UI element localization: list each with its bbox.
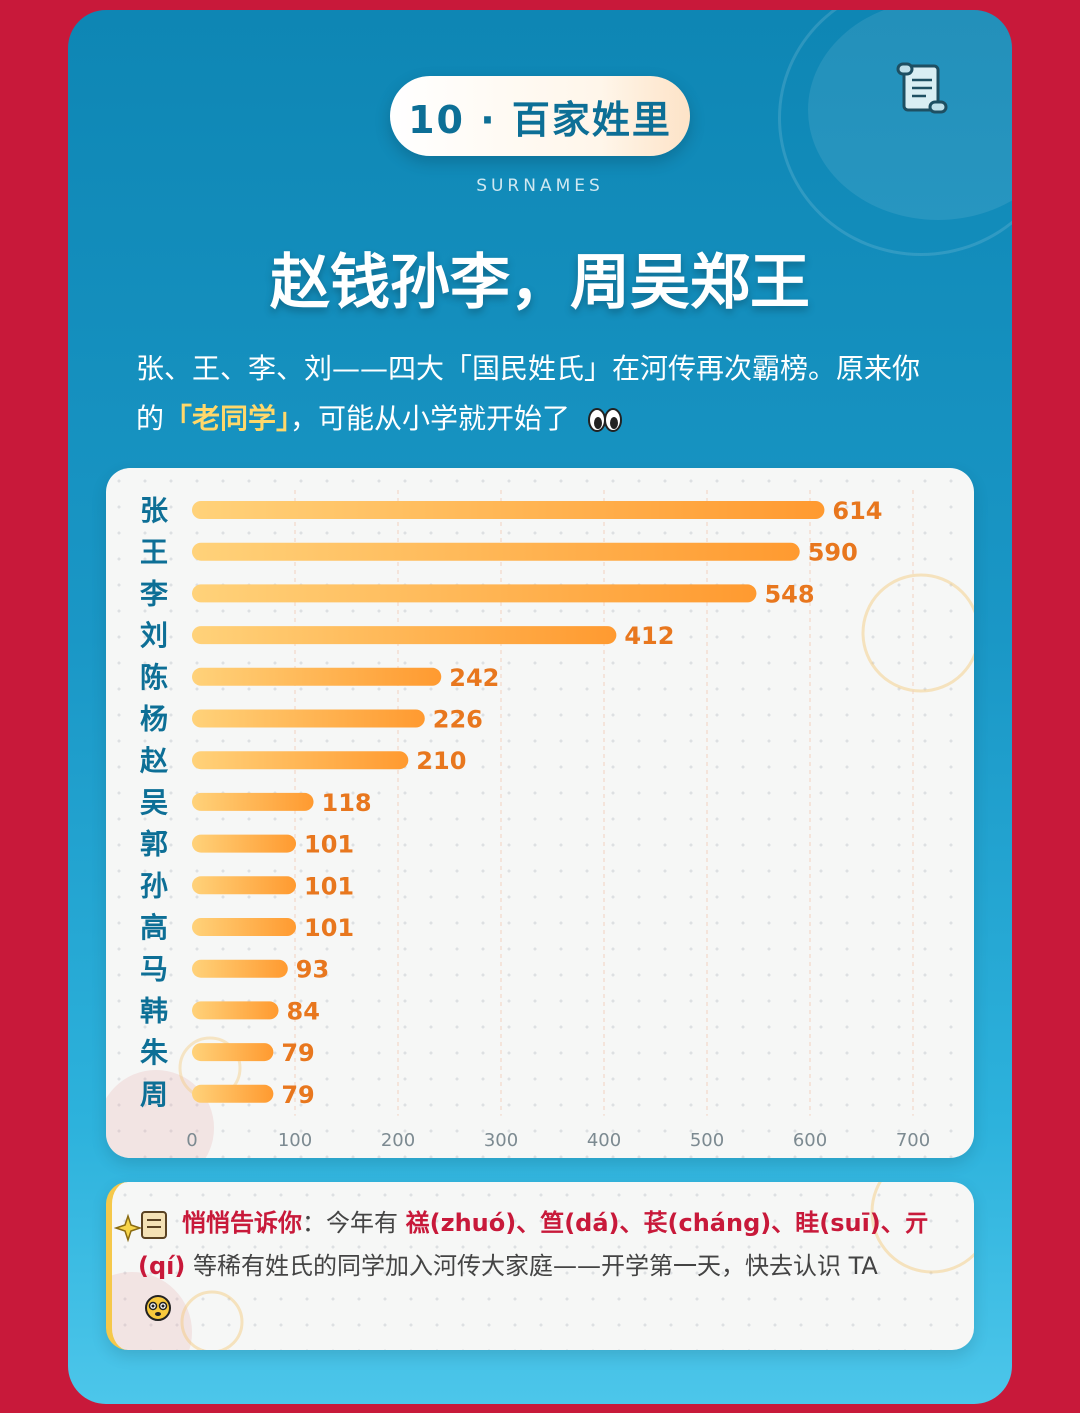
intro-highlight: 「老同学」 xyxy=(164,402,291,435)
category-label: 周 xyxy=(140,1078,168,1111)
category-label: 刘 xyxy=(140,619,168,652)
category-label: 赵 xyxy=(139,744,168,777)
tip-title: 悄悄告诉你 xyxy=(182,1209,302,1237)
bar xyxy=(192,918,297,936)
intro-text-after: ，可能从小学就开始了 xyxy=(290,402,571,435)
scroll-icon xyxy=(896,62,948,114)
bar xyxy=(192,709,425,728)
category-label: 韩 xyxy=(140,994,168,1027)
sparkles-icon xyxy=(114,1211,167,1243)
category-label: 王 xyxy=(140,536,168,569)
value-label: 590 xyxy=(808,539,858,567)
value-label: 614 xyxy=(832,497,882,525)
bar xyxy=(192,667,442,686)
category-label: 吴 xyxy=(140,786,168,819)
value-label: 79 xyxy=(281,1081,314,1109)
category-label: 高 xyxy=(140,911,168,944)
category-label: 李 xyxy=(140,577,168,610)
x-tick-label: 400 xyxy=(587,1130,621,1151)
category-label: 孙 xyxy=(140,869,168,902)
section-badge: 10 · 百家姓里 xyxy=(390,76,690,156)
bar xyxy=(192,584,757,603)
x-tick-label: 100 xyxy=(278,1130,312,1151)
bar xyxy=(192,751,409,770)
category-label: 朱 xyxy=(140,1036,169,1069)
intro-text-before: 张、王、李、刘——四大「国民姓氏」在河传再次霸榜。原来你的 xyxy=(136,352,921,435)
main-card: 10 · 百家姓里 SURNAMES 赵钱孙李，周吴郑王 张、王、李、刘——四大… xyxy=(68,10,1012,1404)
bar xyxy=(192,1043,274,1062)
value-label: 101 xyxy=(304,831,354,859)
value-label: 242 xyxy=(449,664,499,692)
value-label: 79 xyxy=(281,1039,314,1067)
tip-rare-surnames: 禚(zhuó)、笪(dá)、苌(cháng)、眭(suī)、亓(qí) xyxy=(138,1209,929,1280)
tip-rest: 等稀有姓氏的同学加入河传大家庭——开学第一天，快去认识 TA xyxy=(185,1252,878,1280)
x-tick-label: 700 xyxy=(896,1130,930,1151)
page-title: 赵钱孙李，周吴郑王 xyxy=(270,248,810,318)
bar xyxy=(192,1001,279,1020)
bar xyxy=(192,501,825,519)
value-label: 84 xyxy=(287,997,320,1025)
value-label: 101 xyxy=(304,914,354,942)
category-label: 马 xyxy=(140,953,168,986)
value-label: 548 xyxy=(764,580,814,608)
eyes-emoji-icon xyxy=(587,408,622,432)
bar xyxy=(192,876,297,895)
x-tick-label: 0 xyxy=(186,1130,197,1151)
bar xyxy=(192,792,314,811)
hushed-face-icon xyxy=(145,1295,171,1321)
value-label: 101 xyxy=(304,872,354,900)
bar xyxy=(192,959,288,978)
section-eyebrow: SURNAMES xyxy=(476,176,604,196)
category-label: 张 xyxy=(140,494,168,527)
x-tick-label: 500 xyxy=(690,1130,724,1151)
category-label: 郭 xyxy=(140,828,168,861)
value-label: 93 xyxy=(296,956,329,984)
category-label: 杨 xyxy=(140,703,168,736)
bar xyxy=(192,1084,274,1103)
value-label: 226 xyxy=(433,706,483,734)
x-tick-label: 200 xyxy=(381,1130,415,1151)
decor-ring xyxy=(870,1182,974,1274)
bar xyxy=(192,626,617,645)
bar xyxy=(192,834,297,853)
decor-ring xyxy=(861,573,974,693)
tip-text: 悄悄告诉你：今年有 禚(zhuó)、笪(dá)、苌(cháng)、眭(suī)、… xyxy=(138,1202,958,1288)
surname-bar-chart: 0 100 200 300 400 500 600 700 张 614 王 590 李 548 刘 412 陈 2… xyxy=(106,490,974,1158)
value-label: 412 xyxy=(624,622,674,650)
bar xyxy=(192,542,800,561)
intro-paragraph: 张、王、李、刘——四大「国民姓氏」在河传再次霸榜。原来你的「老同学」，可能从小学… xyxy=(136,344,936,444)
category-label: 陈 xyxy=(140,661,168,694)
x-tick-label: 600 xyxy=(793,1130,827,1151)
x-tick-label: 300 xyxy=(484,1130,518,1151)
decor-ring xyxy=(778,10,1012,256)
chart-panel: 0 100 200 300 400 500 600 700 张 614 王 590 李 548 刘 412 陈 2… xyxy=(106,468,974,1158)
tip-panel: 悄悄告诉你：今年有 禚(zhuó)、笪(dá)、苌(cháng)、眭(suī)、… xyxy=(106,1182,974,1350)
value-label: 118 xyxy=(322,789,372,817)
tip-lead: ：今年有 xyxy=(302,1209,406,1237)
decor-disc xyxy=(106,1070,214,1158)
value-label: 210 xyxy=(416,747,466,775)
